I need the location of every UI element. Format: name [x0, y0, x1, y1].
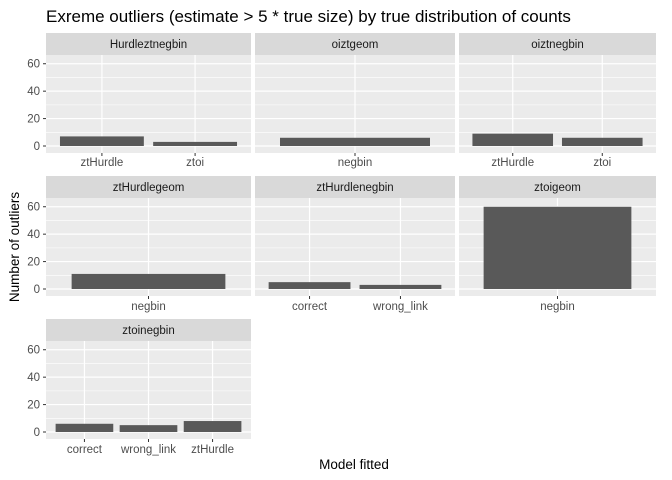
bar [472, 133, 554, 146]
bar [59, 136, 144, 146]
x-tick-label: wrong_link [372, 301, 428, 313]
x-tick-label: ztHurdle [491, 157, 534, 169]
facet-strip [459, 176, 656, 198]
facet-strip [459, 33, 656, 55]
facet-strip-label: ztHurdlenegbin [316, 182, 393, 194]
x-tick-label: ztoi [593, 157, 611, 169]
facet-panel: ztHurdlegeom negbin 0 20 40 60 [27, 176, 251, 313]
facet-panel: ztoigeom negbin [459, 176, 656, 313]
facet-strip-label: Hurdleztnegbin [110, 39, 187, 51]
y-tick-label: 0 [34, 427, 40, 439]
facet-panel: ztoinegbin correct wrong_link ztHurdle 0 20 40… [27, 319, 251, 456]
bar [268, 282, 351, 289]
y-tick-label: 20 [27, 257, 40, 269]
bar [359, 284, 442, 289]
y-tick-label: 60 [27, 59, 40, 71]
bar [71, 273, 226, 289]
bar [280, 137, 430, 146]
facet-strip-label: ztoinegbin [122, 325, 174, 337]
facet-strip-label: ztHurdlegeom [113, 182, 185, 194]
x-axis-title: Model fitted [319, 457, 389, 472]
facet-panel: Hurdleztnegbin ztHurdle ztoi 0 20 40 60 [27, 33, 251, 169]
facet-strip-label: oiztgeom [332, 39, 379, 51]
x-tick-label: ztoi [186, 157, 204, 169]
x-tick-label: ztHurdle [191, 444, 234, 456]
y-tick-label: 20 [27, 114, 40, 126]
facets-layer: Hurdleztnegbin ztHurdle ztoi 0 20 40 60 oiztgeo… [27, 33, 656, 456]
facet-panel: oiztnegbin ztHurdle ztoi [459, 33, 656, 169]
facet-strip [46, 319, 251, 341]
x-tick-label: negbin [338, 157, 373, 169]
y-tick-label: 0 [34, 141, 40, 153]
y-tick-label: 0 [34, 284, 40, 296]
facet-panel: ztHurdlenegbin correct wrong_link [255, 176, 455, 313]
facet-strip [46, 33, 251, 55]
facet-strip [255, 33, 455, 55]
y-tick-label: 40 [27, 372, 40, 384]
y-axis-title: Number of outliers [7, 192, 22, 303]
y-tick-label: 20 [27, 400, 40, 412]
bar [183, 421, 242, 432]
x-tick-label: correct [292, 301, 328, 313]
bar [483, 206, 632, 289]
x-tick-label: negbin [540, 301, 575, 313]
facet-strip [255, 176, 455, 198]
chart-title: Exreme outliers (estimate > 5 * true siz… [46, 7, 571, 26]
y-tick-label: 40 [27, 86, 40, 98]
x-tick-label: negbin [131, 301, 166, 313]
bar [119, 425, 178, 432]
facet-strip-label: ztoigeom [534, 182, 581, 194]
y-tick-label: 60 [27, 202, 40, 214]
bar [153, 141, 238, 146]
facet-panel: oiztgeom negbin [255, 33, 455, 169]
y-tick-label: 40 [27, 229, 40, 241]
x-tick-label: correct [67, 444, 103, 456]
facet-strip-label: oiztnegbin [531, 39, 583, 51]
bar [55, 423, 114, 432]
facet-strip [46, 176, 251, 198]
bar [561, 137, 643, 146]
x-tick-label: wrong_link [120, 444, 176, 456]
facet-panel-background [255, 198, 455, 296]
y-tick-label: 60 [27, 345, 40, 357]
x-tick-label: ztHurdle [80, 157, 123, 169]
